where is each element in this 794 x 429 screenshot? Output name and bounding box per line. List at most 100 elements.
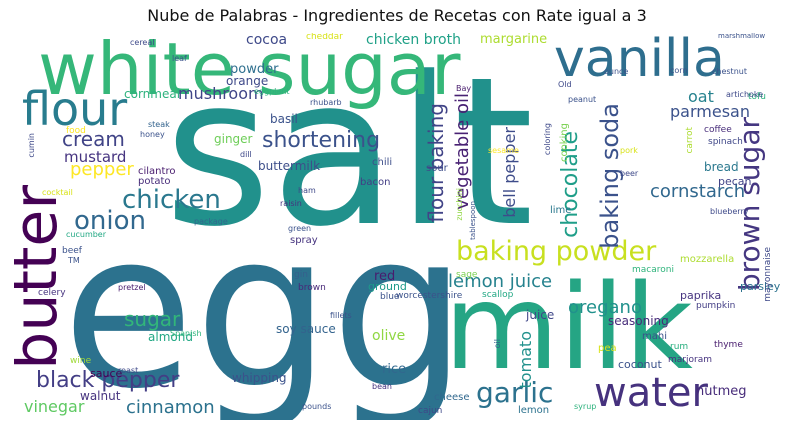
- cloud-word: oregano: [568, 297, 642, 318]
- cloud-word: shortening: [262, 128, 381, 153]
- cloud-word: cornstarch: [650, 181, 746, 202]
- cloud-word: sugar: [124, 307, 181, 331]
- cloud-word: cheese: [434, 392, 470, 403]
- cloud-word: tofu: [748, 92, 766, 102]
- cloud-word: fillets: [330, 311, 352, 320]
- cloud-word: scallop: [482, 290, 514, 300]
- cloud-word: chicken: [122, 185, 221, 215]
- cloud-word: roast: [118, 366, 139, 375]
- cloud-word: worcestershire: [396, 291, 463, 301]
- cloud-word: marshmallow: [718, 33, 766, 40]
- cloud-word: cocoa: [246, 33, 288, 48]
- cloud-word: nutmeg: [696, 384, 747, 399]
- cloud-word: rhubarb: [310, 98, 342, 107]
- cloud-word: margarine: [480, 33, 548, 47]
- cloud-word: basil: [270, 112, 298, 126]
- cloud-word: ground: [368, 280, 407, 293]
- cloud-word: salt: [164, 34, 534, 272]
- cloud-word: coloring: [543, 123, 552, 156]
- cloud-word: gin: [294, 270, 308, 280]
- cloud-word: marjoram: [668, 355, 712, 365]
- cloud-word: egg: [62, 185, 468, 420]
- cloud-word: milk: [444, 258, 693, 396]
- cloud-word: mustard: [64, 148, 127, 166]
- cloud-word: dill: [240, 150, 252, 159]
- cloud-word: buttermilk: [258, 159, 321, 173]
- cloud-word: cream: [62, 127, 125, 151]
- cloud-word: juice: [526, 308, 555, 322]
- cloud-word: parsley: [740, 280, 781, 293]
- cloud-word: lime: [550, 205, 572, 216]
- chart-title: Nube de Palabras - Ingredientes de Recet…: [147, 6, 647, 25]
- cloud-word: garlic: [476, 376, 554, 409]
- cloud-word: celery: [38, 288, 66, 298]
- cloud-word: coffee: [704, 125, 732, 135]
- cloud-word: ham: [298, 186, 316, 195]
- cloud-word: water: [594, 370, 708, 416]
- cloud-word: spray: [290, 235, 318, 246]
- cloud-word: sauce: [90, 367, 123, 380]
- cloud-word: cilantro: [138, 166, 176, 177]
- cloud-word: pretzel: [118, 283, 146, 292]
- cloud-word: spinach: [708, 137, 743, 147]
- cloud-word: pumpkin: [696, 301, 736, 311]
- cloud-word: chicken broth: [366, 33, 461, 48]
- cloud-word: mozzarella: [680, 254, 735, 265]
- cloud-word: carrot: [685, 127, 695, 154]
- cloud-word: tomato: [516, 331, 535, 389]
- cloud-word: onion: [74, 206, 146, 236]
- cloud-word: cucumber: [66, 230, 107, 239]
- cloud-word: black pepper: [36, 368, 180, 393]
- cloud-word: beer: [620, 169, 639, 178]
- cloud-word: seasoning: [608, 314, 669, 328]
- cloud-word: baking powder: [456, 236, 657, 267]
- cloud-word: vinegar: [24, 397, 85, 416]
- cloud-word: bread: [704, 160, 739, 174]
- cloud-word: lemon juice: [448, 271, 553, 292]
- cloud-word: almond: [148, 330, 193, 344]
- cloud-word: oil: [493, 339, 502, 349]
- cloud-word: parmesan: [670, 102, 750, 121]
- cloud-word: wine: [70, 356, 92, 366]
- cloud-word: walnut: [80, 389, 121, 403]
- cloud-word: green: [288, 224, 312, 233]
- cloud-word: red: [374, 269, 396, 284]
- cloud-word: white sugar: [38, 33, 461, 111]
- cloud-word: chestnut: [712, 67, 747, 76]
- cloud-word: baking soda: [596, 103, 624, 249]
- cloud-word: brown: [298, 283, 326, 293]
- cloud-word: food: [66, 126, 86, 136]
- cloud-word: pea: [598, 343, 617, 354]
- cloud-word: sesame: [488, 146, 519, 155]
- cloud-word: paprika: [680, 289, 722, 302]
- cloud-word: sage: [456, 270, 478, 280]
- cloud-word: cereal: [130, 38, 155, 47]
- cloud-word: ounce: [604, 67, 629, 76]
- cloud-word: cocktail: [42, 188, 73, 197]
- cloud-word: rum: [670, 342, 689, 352]
- cloud-word: leaf: [172, 54, 187, 63]
- cloud-word: pecan: [718, 175, 752, 188]
- cloud-word: mahi: [642, 331, 667, 342]
- cloud-word: coconut: [618, 358, 662, 371]
- cloud-word: cumin: [27, 133, 36, 158]
- cloud-word: oat: [688, 87, 714, 106]
- cloud-word: orange: [226, 74, 269, 88]
- cloud-word: soy sauce: [276, 322, 336, 336]
- cloud-word: cinnamon: [126, 397, 215, 418]
- cloud-word: Old: [558, 80, 572, 89]
- word-cloud: salt egg milk white sugar butter vanilla flour…: [14, 33, 783, 420]
- cloud-word: mushroom: [178, 84, 264, 103]
- cloud-word: cooking: [559, 123, 570, 162]
- cloud-word: whipping: [232, 371, 287, 385]
- cloud-word: potato: [138, 176, 171, 187]
- cloud-word: cajun: [418, 406, 443, 416]
- cloud-word: pork: [620, 146, 638, 155]
- cloud-word: Bay: [456, 84, 472, 93]
- cloud-word: package: [194, 217, 228, 226]
- cloud-word: cheddar: [306, 33, 343, 42]
- cloud-word: Spanish: [170, 329, 202, 338]
- cloud-word: pounds: [302, 402, 332, 411]
- cloud-word: mayonnaise: [763, 247, 773, 302]
- cloud-word: pepper: [70, 159, 134, 180]
